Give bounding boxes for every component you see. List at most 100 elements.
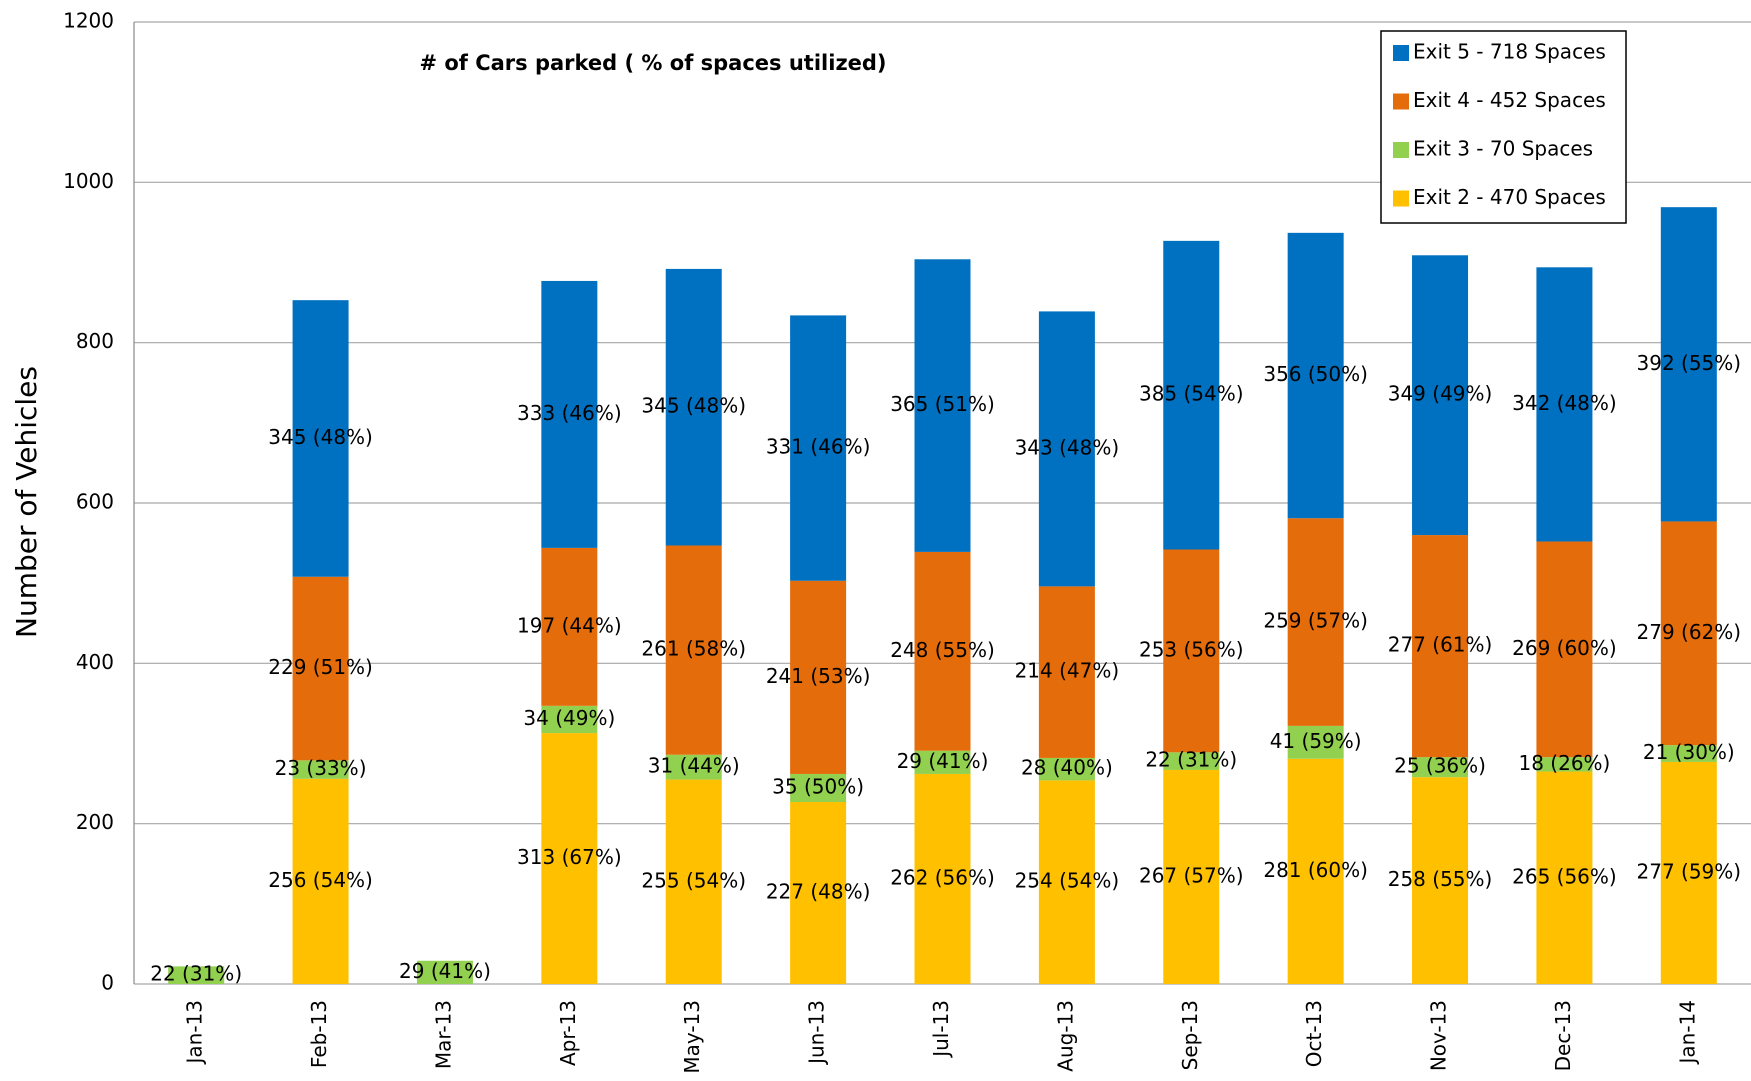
data-label: 392 (55%): [1637, 351, 1742, 375]
data-label: 255 (54%): [641, 868, 746, 892]
y-tick-label: 200: [76, 810, 114, 834]
y-tick-label: 0: [101, 971, 114, 995]
x-tick-label: Sep-13: [1178, 1000, 1202, 1070]
bar-segment: [790, 315, 847, 581]
data-label: 21 (30%): [1643, 740, 1735, 764]
bar-segment: [1660, 521, 1717, 746]
y-tick-label: 600: [76, 490, 114, 514]
data-label: 22 (31%): [1145, 748, 1237, 772]
bar-segment: [790, 580, 847, 774]
data-label: 259 (57%): [1263, 609, 1368, 633]
data-label: 254 (54%): [1015, 869, 1120, 893]
data-label: 331 (46%): [766, 435, 871, 459]
chart-title: # of Cars parked ( % of spaces utilized): [419, 51, 886, 75]
x-tick-label: Mar-13: [431, 1000, 455, 1069]
x-tick-label: Nov-13: [1427, 1000, 1451, 1071]
y-tick-label: 800: [76, 329, 114, 353]
bar-segment: [790, 802, 847, 984]
data-label: 281 (60%): [1263, 858, 1368, 882]
legend-label: Exit 2 - 470 Spaces: [1413, 185, 1606, 209]
data-label: 342 (48%): [1512, 391, 1617, 415]
legend-swatch: [1393, 93, 1409, 110]
bar-segment: [1412, 757, 1469, 778]
bar-segment: [1038, 757, 1095, 781]
bar-segment: [1660, 745, 1717, 762]
data-label: 25 (36%): [1394, 754, 1486, 778]
bar-segment: [665, 779, 722, 984]
bar-segment: [1536, 757, 1593, 772]
data-label: 356 (50%): [1263, 362, 1368, 386]
data-label: 29 (41%): [399, 959, 491, 983]
data-label: 28 (40%): [1021, 756, 1113, 780]
bar-segment: [1038, 586, 1095, 758]
bar-segment: [541, 547, 598, 706]
data-label: 214 (47%): [1015, 659, 1120, 683]
bar-segment: [1287, 758, 1344, 984]
bar-segment: [416, 960, 473, 984]
bar-segment: [1536, 541, 1593, 758]
bar-segment: [1038, 311, 1095, 587]
data-label: 313 (67%): [517, 845, 622, 869]
bar-segment: [168, 966, 225, 984]
bar-segment: [1660, 207, 1717, 522]
y-tick-label: 1000: [63, 169, 114, 193]
legend-swatch: [1393, 142, 1409, 158]
data-label: 349 (49%): [1388, 382, 1493, 406]
x-tick-label: Aug-13: [1053, 1000, 1077, 1072]
bar-segment: [1163, 549, 1220, 753]
bar-segment: [292, 778, 349, 984]
data-label: 277 (59%): [1637, 859, 1742, 883]
legend-swatch: [1393, 45, 1409, 61]
bar-segment: [1287, 232, 1344, 519]
bar-segment: [914, 773, 971, 984]
x-tick-label: Apr-13: [556, 1000, 580, 1066]
data-label: 35 (50%): [772, 774, 864, 798]
data-label: 333 (46%): [517, 401, 622, 425]
data-label: 265 (56%): [1512, 864, 1617, 888]
x-tick-label: Oct-13: [1302, 1000, 1326, 1067]
data-label: 269 (60%): [1512, 636, 1617, 660]
x-tick-label: Jan-13: [183, 1000, 207, 1066]
bar-segment: [1412, 535, 1469, 758]
bar-segment: [1163, 769, 1220, 984]
data-label: 31 (44%): [648, 754, 740, 778]
data-label: 267 (57%): [1139, 863, 1244, 887]
data-label: 345 (48%): [268, 425, 373, 449]
bar-segment: [1163, 752, 1220, 770]
data-label: 345 (48%): [641, 394, 746, 418]
legend-label: Exit 4 - 452 Spaces: [1413, 88, 1606, 112]
legend-label: Exit 3 - 70 Spaces: [1413, 137, 1593, 161]
data-label: 261 (58%): [641, 637, 746, 661]
x-tick-label: Jun-13: [805, 1000, 829, 1066]
bar-segment: [1163, 240, 1220, 550]
data-label: 229 (51%): [268, 655, 373, 679]
bar-segment: [1660, 761, 1717, 984]
bar-segment: [914, 750, 971, 774]
bar-segment: [1412, 777, 1469, 984]
bar-segment: [914, 259, 971, 552]
data-label: 241 (53%): [766, 664, 871, 688]
data-label: 279 (62%): [1637, 620, 1742, 644]
data-label: 365 (51%): [890, 392, 995, 416]
bar-segment: [1536, 771, 1593, 984]
y-axis-label: Number of Vehicles: [10, 366, 43, 638]
bar-segment: [1287, 518, 1344, 726]
legend-swatch: [1393, 190, 1409, 207]
y-tick-label: 1200: [63, 9, 114, 33]
x-tick-label: May-13: [680, 1000, 704, 1074]
data-label: 197 (44%): [517, 613, 622, 637]
data-label: 18 (26%): [1518, 751, 1610, 775]
data-label: 258 (55%): [1388, 867, 1493, 891]
data-label: 277 (61%): [1388, 633, 1493, 657]
data-label: 22 (31%): [150, 962, 242, 986]
bar-segment: [541, 733, 598, 984]
bar-segment: [665, 268, 722, 546]
legend-box: [1380, 30, 1627, 224]
x-tick-label: Feb-13: [307, 1000, 331, 1068]
data-label: 23 (33%): [275, 756, 367, 780]
data-label: 256 (54%): [268, 868, 373, 892]
data-label: 343 (48%): [1015, 435, 1120, 459]
bar-segment: [1287, 725, 1344, 759]
data-label: 34 (49%): [523, 706, 615, 730]
data-label: 227 (48%): [766, 880, 871, 904]
